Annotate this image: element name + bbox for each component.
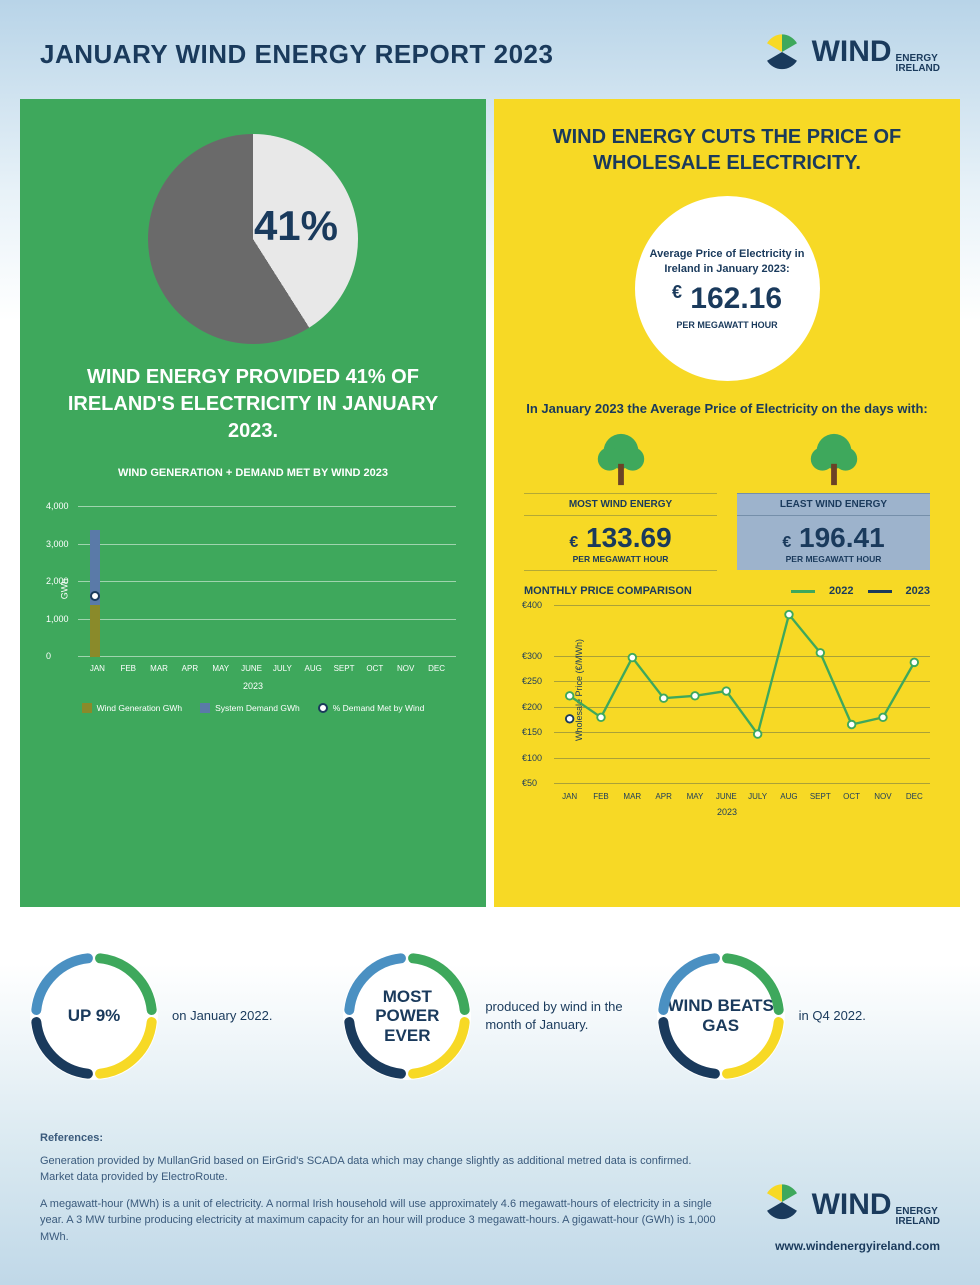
refs-p2: A megawatt-hour (MWh) is a unit of elect… (40, 1196, 720, 1246)
avg-price-caption: Average Price of Electricity in Ireland … (650, 247, 805, 276)
line-svg (554, 605, 930, 772)
fact-0: UP 9% on January 2022. (30, 952, 323, 1080)
comparison-legend: 2022 2023 (791, 585, 930, 597)
line-chart: Wholesale Price (€/MWh) €50€100€150€200€… (554, 605, 930, 805)
legend-2023-swatch (868, 590, 892, 593)
avg-price-value: € 162.16 (672, 282, 782, 316)
page-title: JANUARY WIND ENERGY REPORT 2023 (40, 39, 553, 70)
legend-demand: System Demand GWh (200, 703, 300, 713)
bar-chart: GWh 01,0002,0003,0004,000 JANFEBMARAPRMA… (78, 489, 456, 679)
bar-year-label: 2023 (50, 681, 456, 691)
panels: 41% WIND ENERGY PROVIDED 41% OF IRELAND'… (0, 99, 980, 907)
header: JANUARY WIND ENERGY REPORT 2023 WIND ENE… (0, 0, 980, 99)
bars-row (78, 507, 456, 657)
legend-wind: Wind Generation GWh (82, 703, 183, 713)
legend-2022-swatch (791, 590, 815, 593)
footer-logo: WIND ENERGY IRELAND (760, 1180, 940, 1230)
yellow-title: WIND ENERGY CUTS THE PRICE OF WHOLESALE … (524, 124, 930, 176)
refs-p1: Generation provided by MullanGrid based … (40, 1153, 720, 1186)
panel-yellow: WIND ENERGY CUTS THE PRICE OF WHOLESALE … (494, 99, 960, 907)
logo-subtext: ENERGY IRELAND (896, 54, 940, 74)
page: JANUARY WIND ENERGY REPORT 2023 WIND ENE… (0, 0, 980, 1285)
tree-icon (805, 430, 863, 488)
pie-percent-label: 41% (254, 202, 338, 250)
bar-legend: Wind Generation GWh System Demand GWh % … (50, 703, 456, 713)
least-wind-label: LEAST WIND ENERGY (737, 493, 930, 516)
footer-url: www.windenergyireland.com (775, 1237, 940, 1255)
fact-1: MOST POWER EVER produced by wind in the m… (343, 952, 636, 1080)
logo-text: WIND ENERGY IRELAND (812, 35, 940, 74)
pie: 41% (148, 134, 358, 344)
price-circle-wrap: Average Price of Electricity in Ireland … (524, 196, 930, 381)
fact-2: WIND BEATS GAS in Q4 2022. (657, 952, 950, 1080)
comparison-header: MONTHLY PRICE COMPARISON 2022 2023 (524, 585, 930, 597)
line-year-label: 2023 (524, 807, 930, 817)
panel-green: 41% WIND ENERGY PROVIDED 41% OF IRELAND'… (20, 99, 486, 907)
fact-caption: in Q4 2022. (799, 1007, 866, 1025)
least-wind-unit: PER MEGAWATT HOUR (737, 554, 930, 570)
legend-pct: % Demand Met by Wind (318, 703, 425, 713)
footer-right: WIND ENERGY IRELAND www.windenergyirelan… (760, 1130, 940, 1255)
logo: WIND ENERGY IRELAND (760, 30, 940, 79)
green-statement: WIND ENERGY PROVIDED 41% OF IRELAND'S EL… (50, 364, 456, 445)
bar-x-labels: JANFEBMARAPRMAYJUNEJULYAUGSEPTOCTNOVDEC (78, 664, 456, 673)
fact-circle: MOST POWER EVER (343, 952, 471, 1080)
facts-row: UP 9% on January 2022. MOST POWER EVER prod… (0, 907, 980, 1110)
line-x-labels: JANFEBMARAPRMAYJUNEJULYAUGSEPTOCTNOVDEC (554, 792, 930, 801)
fact-caption: on January 2022. (172, 1007, 272, 1025)
fact-caption: produced by wind in the month of January… (485, 998, 636, 1033)
least-block: € 196.41 PER MEGAWATT HOUR (737, 516, 930, 570)
logo-icon (760, 1180, 804, 1230)
most-wind-col: MOST WIND ENERGY € 133.69 PER MEGAWATT H… (524, 430, 717, 571)
most-wind-unit: PER MEGAWATT HOUR (524, 554, 717, 571)
comparison-title: MONTHLY PRICE COMPARISON (524, 585, 692, 597)
least-wind-col: LEAST WIND ENERGY € 196.41 PER MEGAWATT … (737, 430, 930, 571)
fact-circle: WIND BEATS GAS (657, 952, 785, 1080)
bar-chart-title: WIND GENERATION + DEMAND MET BY WIND 202… (50, 467, 456, 479)
avg-price-unit: PER MEGAWATT HOUR (676, 320, 777, 330)
most-wind-label: MOST WIND ENERGY (524, 493, 717, 516)
avg-price-circle: Average Price of Electricity in Ireland … (635, 196, 820, 381)
days-caption: In January 2023 the Average Price of Ele… (524, 401, 930, 416)
footer-text: References: Generation provided by Mulla… (40, 1130, 720, 1255)
refs-title: References: (40, 1130, 720, 1147)
tree-icon (592, 430, 650, 488)
trees-row: MOST WIND ENERGY € 133.69 PER MEGAWATT H… (524, 430, 930, 571)
logo-text: WIND ENERGY IRELAND (812, 1182, 940, 1227)
footer: References: Generation provided by Mulla… (0, 1110, 980, 1285)
logo-wordmark: WIND (812, 35, 892, 69)
least-wind-price: € 196.41 (737, 516, 930, 554)
fact-circle: UP 9% (30, 952, 158, 1080)
most-wind-price: € 133.69 (524, 516, 717, 554)
logo-icon (760, 30, 804, 79)
pie-chart: 41% (50, 134, 456, 344)
